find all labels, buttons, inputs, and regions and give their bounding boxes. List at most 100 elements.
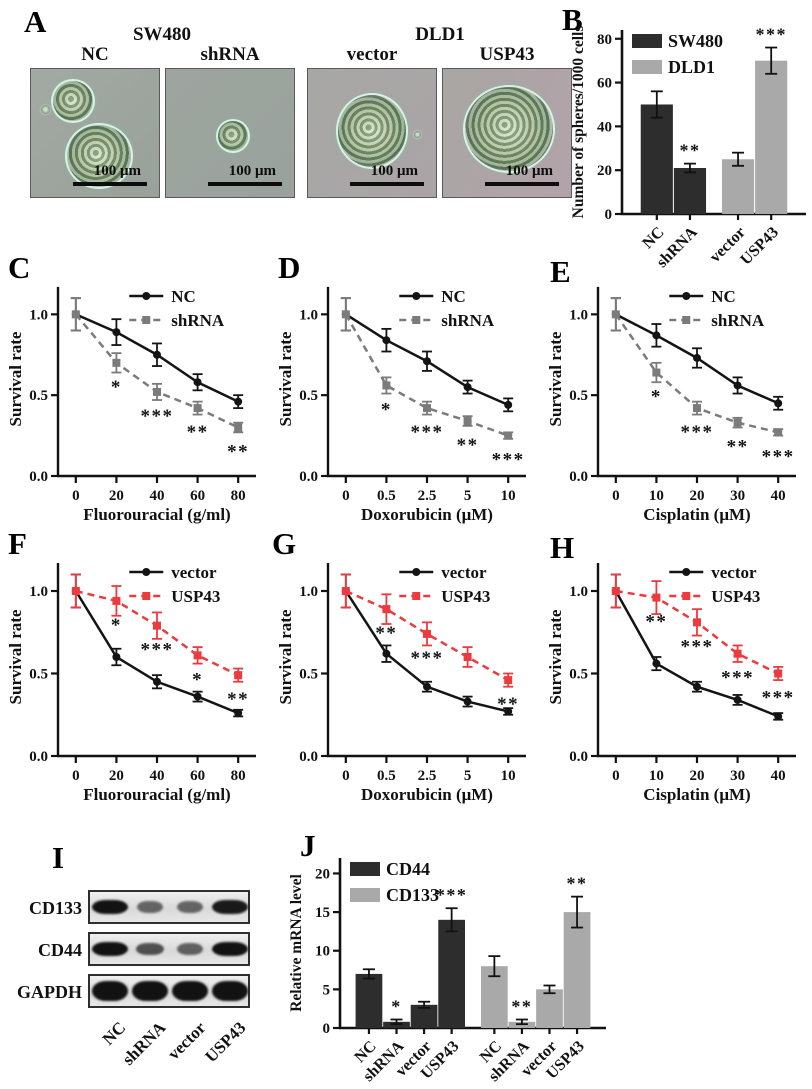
svg-text:vector: vector (171, 563, 217, 582)
blot-band (212, 981, 248, 1001)
svg-text:*: * (651, 387, 662, 408)
blot-strip-cd133 (88, 890, 250, 924)
svg-text:0: 0 (342, 768, 350, 784)
svg-text:USP43: USP43 (441, 587, 490, 606)
svg-text:0.0: 0.0 (299, 749, 318, 765)
svg-text:10: 10 (315, 944, 330, 960)
svg-text:*: * (192, 669, 203, 690)
panel-label-e: E (550, 254, 571, 289)
blot-band (92, 981, 128, 1001)
svg-text:5: 5 (464, 768, 472, 784)
svg-text:1.0: 1.0 (569, 584, 588, 600)
blot-band (172, 981, 208, 1001)
svg-text:USP43: USP43 (737, 224, 782, 269)
svg-text:0.5: 0.5 (29, 667, 48, 683)
svg-text:15: 15 (315, 905, 330, 921)
micrograph-label-vector: vector (346, 44, 398, 65)
svg-text:1.0: 1.0 (299, 584, 318, 600)
scale-bar-label: 100 μm (93, 163, 141, 179)
svg-text:80: 80 (597, 32, 612, 48)
svg-text:***: *** (762, 688, 795, 709)
cell-speck (414, 131, 421, 138)
svg-text:***: *** (141, 640, 174, 661)
svg-text:20: 20 (597, 163, 612, 179)
panel-label-i: I (52, 840, 65, 875)
cell-sphere (67, 125, 131, 187)
panel-label-b: B (562, 2, 583, 37)
svg-text:*: * (381, 399, 392, 420)
scale-bar (73, 182, 147, 186)
svg-text:10: 10 (501, 768, 516, 784)
scale-bar (208, 182, 282, 186)
svg-text:CD133: CD133 (386, 885, 439, 905)
sphere-count-bar-chart: 0 20 40 60 80 Number of spheres/1000 cells NC s… (570, 22, 812, 272)
svg-text:***: *** (755, 25, 787, 45)
svg-text:Survival rate: Survival rate (8, 331, 25, 426)
svg-text:NC: NC (171, 287, 196, 306)
svg-text:***: *** (721, 668, 754, 689)
svg-text:20: 20 (109, 768, 124, 784)
svg-text:30: 30 (730, 488, 745, 504)
blot-band (136, 943, 164, 955)
svg-text:***: *** (681, 422, 714, 443)
svg-text:Survival rate: Survival rate (548, 609, 565, 704)
svg-text:0: 0 (605, 207, 613, 223)
micrograph-label-usp43: USP43 (479, 44, 535, 65)
svg-text:Number of spheres/1000 cells: Number of spheres/1000 cells (570, 26, 587, 219)
svg-text:0.5: 0.5 (569, 388, 588, 404)
svg-text:vector: vector (441, 563, 487, 582)
svg-text:***: *** (411, 422, 444, 443)
blot-band (137, 901, 163, 913)
svg-text:0.0: 0.0 (29, 469, 48, 485)
svg-text:0: 0 (323, 1021, 331, 1037)
survival-chart-fluorouracial-dld1: 0.0 0.5 1.0 0 20 40 60 80 Fluorouracial (g/ml) Su… (6, 554, 268, 806)
svg-text:0.5: 0.5 (299, 388, 318, 404)
svg-text:**: ** (227, 442, 249, 463)
scale-bar-label: 100 μm (370, 163, 418, 179)
survival-chart-doxorubicin-sw480: 0.0 0.5 1.0 0 0.5 2.5 5 10 Doxorubicin (μM) Survi… (276, 278, 538, 526)
svg-text:60: 60 (190, 488, 205, 504)
svg-text:40: 40 (150, 488, 165, 504)
svg-text:**: ** (497, 694, 519, 715)
svg-text:Survival rate: Survival rate (278, 609, 295, 704)
cell-line-title-dld1: DLD1 (415, 24, 465, 45)
svg-text:40: 40 (597, 119, 612, 135)
svg-text:40: 40 (771, 488, 786, 504)
scale-bar (350, 182, 424, 186)
svg-text:Survival rate: Survival rate (278, 331, 295, 426)
svg-text:0.0: 0.0 (29, 749, 48, 765)
svg-text:**: ** (375, 623, 397, 644)
panel-label-f: F (8, 526, 27, 561)
scale-bar-label: 100 μm (228, 163, 276, 179)
blot-band (212, 900, 248, 914)
blot-strip-cd44 (88, 932, 250, 966)
svg-text:NC: NC (441, 287, 466, 306)
svg-text:20: 20 (109, 488, 124, 504)
svg-text:**: ** (567, 874, 588, 894)
svg-text:0.0: 0.0 (299, 469, 318, 485)
svg-text:**: ** (227, 689, 249, 710)
svg-text:CD44: CD44 (386, 859, 430, 879)
micrograph-shrna: 100 μm (165, 68, 295, 198)
svg-text:0.0: 0.0 (569, 749, 588, 765)
svg-text:USP43: USP43 (711, 587, 760, 606)
panel-label-c: C (8, 250, 31, 285)
cell-sphere (53, 81, 93, 121)
cell-sphere (338, 95, 406, 167)
svg-text:***: *** (141, 406, 174, 427)
svg-text:0.5: 0.5 (29, 388, 48, 404)
svg-text:60: 60 (597, 76, 612, 92)
svg-text:USP43: USP43 (171, 587, 220, 606)
panel-label-d: D (278, 250, 301, 285)
svg-text:Cisplatin (μM): Cisplatin (μM) (643, 505, 750, 524)
svg-text:***: *** (411, 648, 444, 669)
blot-row-label-cd44: CD44 (38, 940, 82, 960)
scale-bar (485, 182, 559, 186)
micrograph-nc: 100 μm (30, 68, 160, 198)
svg-text:**: ** (645, 612, 667, 633)
svg-text:30: 30 (730, 768, 745, 784)
svg-text:**: ** (511, 997, 532, 1017)
svg-text:NC: NC (711, 287, 736, 306)
blot-row-label-gapdh: GAPDH (17, 982, 82, 1002)
